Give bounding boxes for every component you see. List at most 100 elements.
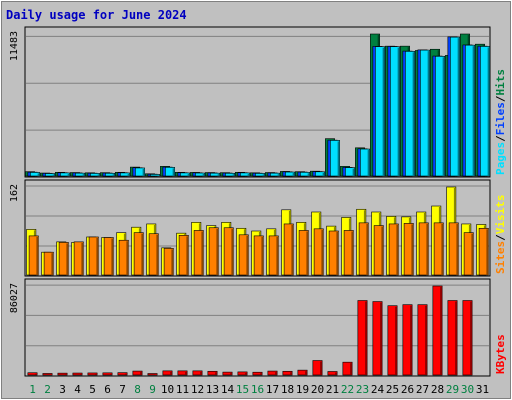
panel-background: [24, 278, 491, 377]
bar-pages-day-8: [135, 167, 145, 177]
bar-shade: [185, 371, 188, 375]
bar-sites-day-10: [163, 248, 174, 276]
day-label-17: 17: [266, 383, 279, 396]
panel-visits_sites: 162 Sites/Visits: [9, 179, 507, 277]
bar-shade: [52, 174, 55, 176]
x-axis-day-labels: 1 2 3 4 5 6 7 8 9 10 11 12 13 14 15 16 17 18 19 20 21 22 23 24 2…: [29, 383, 489, 396]
bar-pages-day-13: [210, 172, 220, 177]
day-label-22: 22: [341, 383, 354, 396]
bar-shade: [262, 174, 265, 176]
day-label-28: 28: [431, 383, 444, 396]
day-label-13: 13: [206, 383, 219, 396]
bar-shade: [50, 374, 53, 375]
bar-shade: [96, 237, 99, 275]
legend-entry: Files: [494, 102, 507, 135]
bar-shade: [457, 38, 460, 176]
bar-shade: [187, 173, 190, 176]
series-legend: Sites/Visits: [494, 195, 507, 275]
bar-shade: [290, 372, 293, 375]
day-label-8: 8: [134, 383, 141, 396]
day-label-11: 11: [176, 383, 189, 396]
bar-shade: [95, 373, 98, 375]
day-label-30: 30: [461, 383, 474, 396]
bar-shade: [127, 173, 130, 176]
plot-area: 11483Pages/Files/Hits162Sites/Visits8602…: [9, 26, 507, 396]
day-label-16: 16: [251, 383, 264, 396]
legend-entry: Sites: [494, 241, 507, 274]
bar-shade: [411, 224, 414, 275]
bar-kbytes-day-11: [177, 370, 188, 376]
bar-shade: [441, 223, 444, 275]
bar-kbytes-day-13: [207, 370, 218, 376]
bar-shade: [230, 373, 233, 375]
bar-shade: [380, 302, 383, 375]
bar-shade: [471, 233, 474, 275]
day-label-12: 12: [191, 383, 204, 396]
day-label-1: 1: [29, 383, 36, 396]
day-label-19: 19: [296, 383, 309, 396]
bar-kbytes-day-12: [192, 370, 203, 376]
bar-shade: [455, 301, 458, 375]
bar-shade: [231, 228, 234, 275]
chart-title: Daily usage for June 2024: [6, 8, 187, 22]
day-label-20: 20: [311, 383, 324, 396]
day-label-2: 2: [44, 383, 51, 396]
bar-kbytes-day-9: [147, 373, 158, 376]
bar-shade: [291, 224, 294, 275]
day-label-31: 31: [476, 383, 489, 396]
day-label-4: 4: [74, 383, 81, 396]
day-label-3: 3: [59, 383, 66, 396]
bar-pages-day-14: [225, 172, 235, 177]
bar-kbytes-day-8: [132, 370, 143, 376]
legend-entry: /: [494, 95, 507, 102]
day-label-27: 27: [416, 383, 429, 396]
bar-shade: [260, 373, 263, 375]
bar-shade: [36, 236, 39, 275]
bar-shade: [306, 231, 309, 275]
bar-shade: [277, 174, 280, 176]
bar-kbytes-day-14: [222, 371, 233, 376]
bar-shade: [97, 174, 100, 176]
bar-shade: [275, 372, 278, 375]
series-legend: KBytes: [494, 334, 507, 374]
bar-shade: [80, 374, 83, 375]
y-max-label: 11483: [9, 31, 20, 61]
bar-shade: [215, 372, 218, 375]
day-label-10: 10: [161, 383, 174, 396]
bar-shade: [305, 371, 308, 375]
day-label-5: 5: [89, 383, 96, 396]
bar-shade: [336, 232, 339, 275]
day-label-26: 26: [401, 383, 414, 396]
bar-shade: [351, 231, 354, 275]
bar-shade: [322, 172, 325, 176]
day-label-29: 29: [446, 383, 459, 396]
bar-shade: [172, 168, 175, 176]
day-label-15: 15: [236, 383, 249, 396]
bar-shade: [201, 231, 204, 275]
bar-shade: [472, 46, 475, 176]
bar-shade: [397, 47, 400, 176]
bar-kbytes-day-15: [237, 371, 248, 376]
bar-shade: [276, 236, 279, 275]
bar-sites-day-14: [223, 227, 234, 276]
bar-sites-day-11: [178, 235, 189, 276]
bar-shade: [395, 306, 398, 375]
bar-shade: [171, 249, 174, 275]
bar-shade: [247, 173, 250, 176]
bar-shade: [382, 47, 385, 176]
bar-shade: [381, 226, 384, 275]
panel-kbytes: 86027 KBytes: [9, 278, 507, 377]
bar-shade: [335, 372, 338, 375]
bar-shade: [246, 235, 249, 275]
bar-shade: [367, 150, 370, 176]
bar-shade: [51, 253, 54, 275]
bar-shade: [141, 233, 144, 275]
day-label-24: 24: [371, 383, 385, 396]
bar-shade: [292, 173, 295, 176]
bar-shade: [442, 57, 445, 176]
legend-entry: Hits: [494, 69, 507, 96]
bar-shade: [456, 223, 459, 275]
day-label-9: 9: [149, 383, 156, 396]
bar-shade: [216, 228, 219, 275]
